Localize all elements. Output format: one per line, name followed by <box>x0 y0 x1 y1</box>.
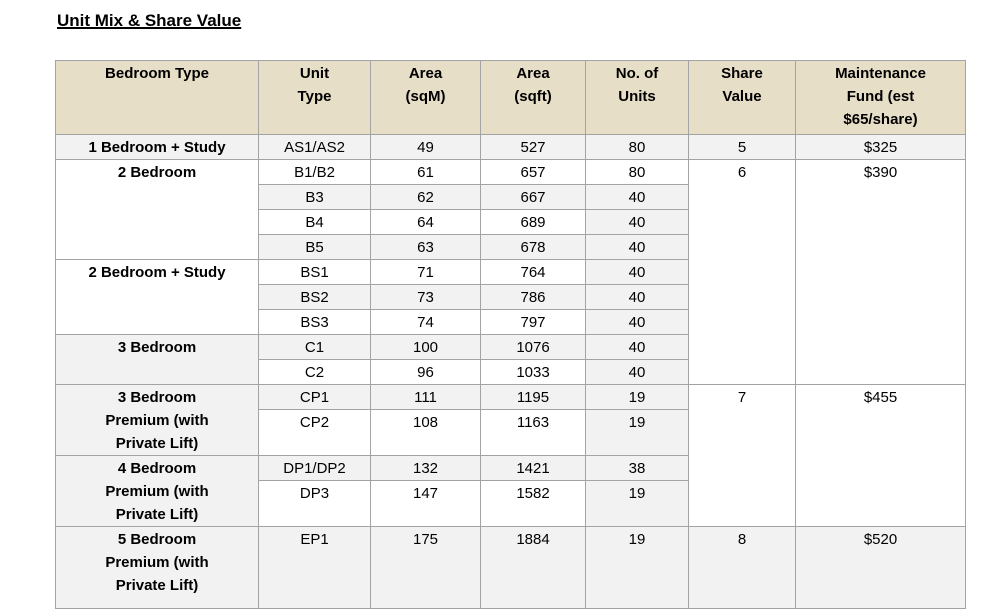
unit-type-cell: BS2 <box>258 284 371 310</box>
table-row: CP2 108 1163 19 <box>56 409 966 456</box>
share-value-cell: 5 <box>688 134 796 160</box>
unit-type-cell: DP3 <box>258 480 371 527</box>
unit-type-cell: AS1/AS2 <box>258 134 371 160</box>
maintenance-fund-cell: $390 <box>795 159 966 385</box>
num-units-cell: 40 <box>585 359 689 385</box>
area-sqm-cell: 100 <box>370 334 481 360</box>
area-sqm-cell: 147 <box>370 480 481 527</box>
area-sqft-cell: 764 <box>480 259 586 285</box>
num-units-cell: 40 <box>585 234 689 260</box>
num-units-cell: 40 <box>585 309 689 335</box>
unit-type-cell: B3 <box>258 184 371 210</box>
share-value-cell: 6 <box>688 159 796 385</box>
num-units-cell: 19 <box>585 409 689 456</box>
table-row: 2 Bedroom B1/B2 61 657 80 6 $390 <box>55 159 966 385</box>
bedroom-type-cell: 1 Bedroom + Study <box>55 134 259 160</box>
area-sqft-cell: 1884 <box>480 526 586 609</box>
table-header-row: Bedroom Type Unit Type Area (sqM) Area (sqf… <box>55 60 966 135</box>
table-row: BS2 73 786 40 <box>56 284 966 310</box>
unit-mix-table: Bedroom Type Unit Type Area (sqM) Area (sqf… <box>55 60 966 609</box>
num-units-cell: 80 <box>585 159 689 185</box>
unit-type-cell: C1 <box>258 334 371 360</box>
area-sqm-cell: 108 <box>370 409 481 456</box>
bedroom-type-cell: 3 Bedroom Premium (with Private Lift) <box>55 384 259 456</box>
maintenance-fund-cell: $455 <box>795 384 966 527</box>
unit-type-cell: CP2 <box>258 409 371 456</box>
unit-type-cell: EP1 <box>258 526 371 609</box>
share-value-cell: 8 <box>688 526 796 609</box>
area-sqm-cell: 96 <box>370 359 481 385</box>
table-row: 4 Bedroom Premium (with Private Lift) DP1… <box>55 455 966 527</box>
unit-type-cell: B1/B2 <box>258 159 371 185</box>
page-title: Unit Mix & Share Value <box>57 11 242 30</box>
unit-type-cell: CP1 <box>258 384 371 410</box>
table-row: DP3 147 1582 19 <box>56 480 966 527</box>
col-header-share-value: Share Value <box>688 60 796 135</box>
num-units-cell: 19 <box>585 384 689 410</box>
unit-type-cell: BS1 <box>258 259 371 285</box>
unit-type-cell: DP1/DP2 <box>258 455 371 481</box>
area-sqft-cell: 797 <box>480 309 586 335</box>
table-row: 3 Bedroom Premium (with Private Lift) CP1… <box>55 384 966 527</box>
area-sqm-cell: 49 <box>370 134 481 160</box>
bedroom-type-cell: 4 Bedroom Premium (with Private Lift) <box>55 455 259 527</box>
maintenance-fund-cell: $325 <box>795 134 966 160</box>
share-value-cell: 7 <box>688 384 796 527</box>
num-units-cell: 40 <box>585 184 689 210</box>
col-header-bedroom-type: Bedroom Type <box>55 60 259 135</box>
area-sqm-cell: 62 <box>370 184 481 210</box>
area-sqft-cell: 667 <box>480 184 586 210</box>
area-sqm-cell: 73 <box>370 284 481 310</box>
table-row: C2 96 1033 40 <box>56 359 966 385</box>
table-row: 1 Bedroom + Study AS1/AS2 49 527 80 5 $325 <box>55 134 966 160</box>
table-row: B4 64 689 40 <box>56 209 966 235</box>
col-header-area-sqm: Area (sqM) <box>370 60 481 135</box>
unit-type-cell: B5 <box>258 234 371 260</box>
num-units-cell: 80 <box>585 134 689 160</box>
unit-type-cell: C2 <box>258 359 371 385</box>
area-sqm-cell: 64 <box>370 209 481 235</box>
num-units-cell: 40 <box>585 334 689 360</box>
num-units-cell: 19 <box>585 526 689 609</box>
num-units-cell: 38 <box>585 455 689 481</box>
area-sqft-cell: 1582 <box>480 480 586 527</box>
area-sqft-cell: 1195 <box>480 384 586 410</box>
area-sqft-cell: 527 <box>480 134 586 160</box>
bedroom-type-cell: 2 Bedroom + Study <box>55 259 259 335</box>
bedroom-type-cell: 5 Bedroom Premium (with Private Lift) <box>55 526 259 609</box>
table-row: 3 Bedroom C1 100 1076 40 <box>55 334 966 385</box>
area-sqft-cell: 1033 <box>480 359 586 385</box>
table-row: B5 63 678 40 <box>56 234 966 260</box>
area-sqm-cell: 175 <box>370 526 481 609</box>
area-sqm-cell: 132 <box>370 455 481 481</box>
col-header-area-sqft: Area (sqft) <box>480 60 586 135</box>
area-sqft-cell: 678 <box>480 234 586 260</box>
area-sqm-cell: 71 <box>370 259 481 285</box>
area-sqm-cell: 74 <box>370 309 481 335</box>
area-sqft-cell: 689 <box>480 209 586 235</box>
num-units-cell: 40 <box>585 284 689 310</box>
num-units-cell: 40 <box>585 259 689 285</box>
area-sqm-cell: 63 <box>370 234 481 260</box>
unit-type-cell: BS3 <box>258 309 371 335</box>
area-sqft-cell: 1076 <box>480 334 586 360</box>
bedroom-type-cell: 3 Bedroom <box>55 334 259 385</box>
table-body: 1 Bedroom + Study AS1/AS2 49 527 80 5 $325 2 Be… <box>55 134 966 609</box>
maintenance-fund-cell: $520 <box>795 526 966 609</box>
area-sqft-cell: 1163 <box>480 409 586 456</box>
bedroom-type-cell: 2 Bedroom <box>55 159 259 260</box>
area-sqft-cell: 1421 <box>480 455 586 481</box>
num-units-cell: 19 <box>585 480 689 527</box>
table-row: B3 62 667 40 <box>56 184 966 210</box>
area-sqft-cell: 786 <box>480 284 586 310</box>
unit-type-cell: B4 <box>258 209 371 235</box>
col-header-unit-type: Unit Type <box>258 60 371 135</box>
num-units-cell: 40 <box>585 209 689 235</box>
col-header-maintenance-fund: Maintenance Fund (est $65/share) <box>795 60 966 135</box>
area-sqm-cell: 111 <box>370 384 481 410</box>
area-sqm-cell: 61 <box>370 159 481 185</box>
col-header-num-units: No. of Units <box>585 60 689 135</box>
table-row: 5 Bedroom Premium (with Private Lift) EP1… <box>55 526 966 609</box>
area-sqft-cell: 657 <box>480 159 586 185</box>
